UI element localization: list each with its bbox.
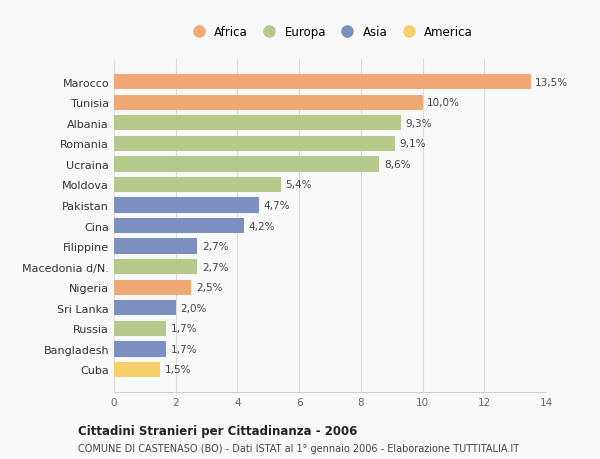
Bar — [114, 300, 176, 316]
Bar — [114, 280, 191, 295]
Bar — [114, 218, 244, 234]
Text: 4,2%: 4,2% — [248, 221, 275, 231]
Text: 1,5%: 1,5% — [165, 364, 191, 375]
Text: 8,6%: 8,6% — [384, 160, 410, 169]
Text: 10,0%: 10,0% — [427, 98, 460, 108]
Bar — [114, 95, 422, 111]
Bar — [114, 239, 197, 254]
Bar — [114, 259, 197, 275]
Text: 13,5%: 13,5% — [535, 78, 568, 88]
Text: COMUNE DI CASTENASO (BO) - Dati ISTAT al 1° gennaio 2006 - Elaborazione TUTTITAL: COMUNE DI CASTENASO (BO) - Dati ISTAT al… — [78, 443, 519, 453]
Bar — [114, 116, 401, 131]
Text: 9,1%: 9,1% — [400, 139, 426, 149]
Bar — [114, 75, 530, 90]
Text: 9,3%: 9,3% — [406, 118, 432, 129]
Bar — [114, 198, 259, 213]
Bar — [114, 157, 379, 172]
Text: 4,7%: 4,7% — [263, 201, 290, 211]
Bar — [114, 321, 166, 336]
Bar — [114, 177, 281, 193]
Text: 2,0%: 2,0% — [181, 303, 207, 313]
Legend: Africa, Europa, Asia, America: Africa, Europa, Asia, America — [187, 26, 473, 39]
Text: 1,7%: 1,7% — [171, 344, 197, 354]
Text: 1,7%: 1,7% — [171, 324, 197, 334]
Text: 5,4%: 5,4% — [285, 180, 312, 190]
Text: 2,7%: 2,7% — [202, 241, 229, 252]
Text: Cittadini Stranieri per Cittadinanza - 2006: Cittadini Stranieri per Cittadinanza - 2… — [78, 424, 358, 437]
Text: 2,7%: 2,7% — [202, 262, 229, 272]
Bar — [114, 362, 160, 377]
Bar — [114, 136, 395, 152]
Text: 2,5%: 2,5% — [196, 283, 222, 292]
Bar — [114, 341, 166, 357]
